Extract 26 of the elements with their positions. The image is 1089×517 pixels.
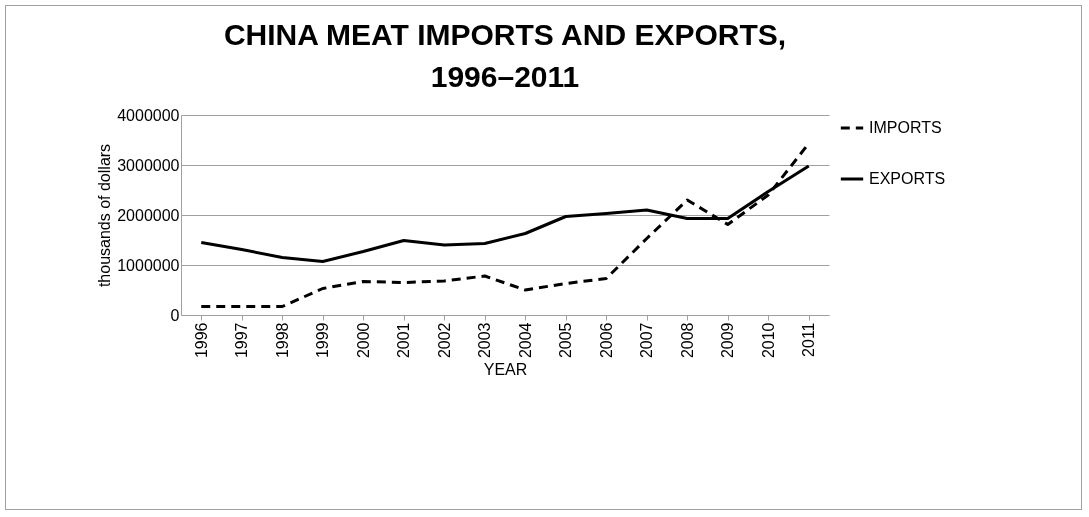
x-tick-label: 1997 (233, 322, 251, 359)
y-tick-label: 0 (170, 306, 180, 324)
x-tick-label: 2006 (597, 322, 615, 359)
x-tick-label: 1998 (273, 322, 291, 359)
x-tick-label: 2000 (354, 322, 372, 359)
x-tick-label: 2011 (800, 322, 818, 357)
x-tick-label: 2005 (557, 322, 575, 359)
x-tick-label: 2002 (435, 322, 453, 359)
y-tick-label: 1000000 (117, 256, 180, 274)
legend-label: EXPORTS (869, 170, 946, 187)
x-tick-label: 2004 (516, 322, 534, 359)
y-tick-label: 3000000 (117, 156, 180, 174)
y-tick-label: 2000000 (117, 206, 180, 224)
legend-label: IMPORTS (869, 119, 942, 136)
x-tick-label: 2007 (638, 322, 656, 359)
x-tick-label: 1999 (314, 322, 332, 359)
x-axis-title: YEAR (483, 361, 528, 379)
x-tick-label: 2001 (395, 322, 413, 359)
x-tick-label: 2010 (759, 322, 777, 359)
x-tick-label: 1996 (192, 322, 210, 359)
y-axis-title: thousands of dollars (96, 143, 114, 288)
x-tick-label: 2008 (678, 322, 696, 359)
x-tick-label: 2009 (719, 322, 737, 359)
y-tick-label: 4000000 (117, 106, 180, 124)
x-tick-label: 2003 (476, 322, 494, 359)
chart-title: CHINA MEAT IMPORTS AND EXPORTS, 1996–2011 (223, 18, 787, 93)
